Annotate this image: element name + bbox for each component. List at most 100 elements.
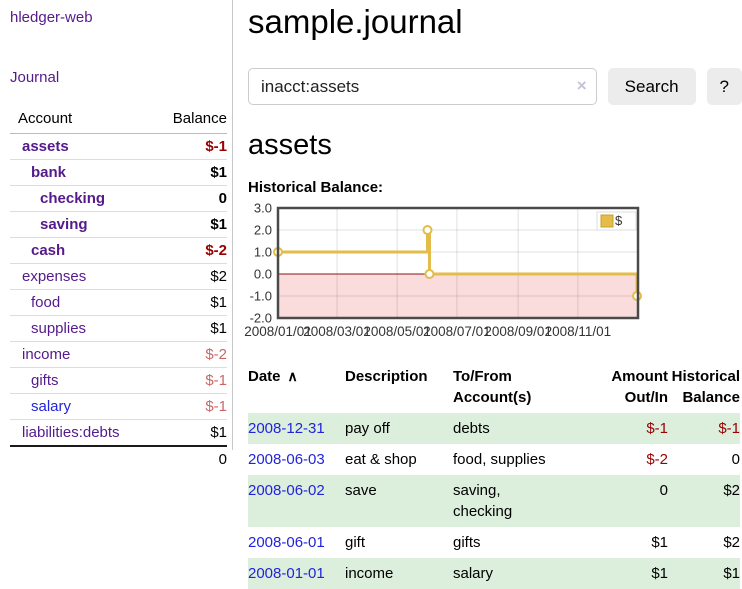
transaction-date-link[interactable]: 2008-06-02 bbox=[248, 482, 325, 499]
balance-column-header: Balance bbox=[155, 107, 227, 134]
transaction-balance: $2 bbox=[723, 534, 740, 551]
account-row: supplies $1 bbox=[10, 315, 227, 342]
transaction-accounts: saving, checking bbox=[453, 482, 513, 520]
account-column-header: Account bbox=[10, 107, 156, 134]
historical-balance-chart: 3.0 2.0 1.0 0.0 -1.0 -2.02008/01/012008/03/01… bbox=[244, 201, 643, 339]
chart-border bbox=[276, 206, 640, 320]
transaction-balance: $1 bbox=[723, 565, 740, 582]
register-rows: 2008-12-31 pay off debts $-1 $-1 2008-06… bbox=[248, 413, 740, 589]
account-tree-header-row: Account Balance bbox=[10, 107, 227, 134]
account-row: salary $-1 bbox=[10, 393, 227, 420]
transaction-amount: 0 bbox=[659, 482, 668, 499]
transaction-balance: $2 bbox=[723, 482, 740, 499]
app-title-link[interactable]: hledger-web bbox=[10, 9, 93, 26]
account-balance: $2 bbox=[155, 263, 227, 290]
balance-column-header-register: Historical Balance bbox=[671, 368, 740, 406]
account-link[interactable]: checking bbox=[40, 190, 106, 207]
account-row: checking 0 bbox=[10, 185, 227, 212]
total-balance: 0 bbox=[155, 445, 227, 472]
account-row: expenses $2 bbox=[10, 263, 227, 290]
search-box: × bbox=[248, 68, 597, 105]
svg-text:-1.0: -1.0 bbox=[250, 289, 272, 304]
transaction-description: income bbox=[345, 565, 394, 582]
date-column-header[interactable]: Date ∧ bbox=[248, 368, 298, 385]
account-balance: $1 bbox=[210, 424, 227, 441]
account-row: assets $-1 bbox=[10, 133, 227, 160]
sidebar-item-journal[interactable]: Journal bbox=[10, 69, 60, 86]
account-row: gifts $-1 bbox=[10, 367, 227, 394]
transaction-row[interactable]: 2008-01-01 income salary $1 $1 bbox=[248, 558, 740, 589]
account-balance: $-1 bbox=[155, 367, 227, 394]
svg-text:2008/01/01: 2008/01/01 bbox=[244, 324, 312, 339]
account-balance: $-1 bbox=[155, 393, 227, 420]
accounts-column-header: To/From Account(s) bbox=[453, 368, 532, 406]
account-balance: $1 bbox=[155, 289, 227, 316]
account-heading: assets bbox=[248, 129, 332, 161]
transaction-description: pay off bbox=[345, 420, 390, 437]
account-row: food $1 bbox=[10, 289, 227, 316]
account-row: saving $1 bbox=[10, 211, 227, 238]
account-balance: $1 bbox=[155, 159, 227, 186]
account-link[interactable]: assets bbox=[22, 138, 69, 155]
account-link[interactable]: expenses bbox=[22, 268, 87, 285]
transaction-row[interactable]: 2008-06-03 eat & shop food, supplies $-2… bbox=[248, 444, 740, 475]
svg-text:2.0: 2.0 bbox=[254, 223, 272, 238]
data-point-marker bbox=[424, 269, 435, 279]
account-link[interactable]: salary bbox=[31, 398, 72, 415]
sort-ascending-icon: ∧ bbox=[287, 368, 298, 384]
transaction-amount: $1 bbox=[651, 534, 668, 551]
transaction-date-link[interactable]: 2008-06-01 bbox=[248, 534, 325, 551]
register-table: Date ∧ Description To/From Account(s) Amo… bbox=[248, 362, 740, 589]
data-point-marker bbox=[422, 225, 433, 235]
register-header-row: Date ∧ Description To/From Account(s) Amo… bbox=[248, 362, 740, 413]
clear-search-icon[interactable]: × bbox=[576, 76, 587, 95]
svg-text:3.0: 3.0 bbox=[254, 201, 272, 216]
account-link[interactable]: bank bbox=[31, 164, 67, 181]
search-input[interactable] bbox=[248, 68, 597, 105]
account-link[interactable]: gifts bbox=[31, 372, 59, 389]
svg-text:0.0: 0.0 bbox=[254, 267, 272, 282]
account-balance: $-1 bbox=[155, 133, 227, 160]
transaction-accounts: gifts bbox=[453, 534, 481, 551]
transaction-amount: $-2 bbox=[646, 451, 668, 468]
transaction-accounts: debts bbox=[453, 420, 490, 437]
svg-text:2008/03/01: 2008/03/01 bbox=[303, 324, 371, 339]
transaction-row[interactable]: 2008-06-02 save saving, checking 0 $2 bbox=[248, 475, 740, 527]
transaction-amount: $-1 bbox=[646, 420, 668, 437]
account-row: cash $-2 bbox=[10, 237, 227, 264]
transaction-row[interactable]: 2008-12-31 pay off debts $-1 $-1 bbox=[248, 413, 740, 444]
transaction-date-link[interactable]: 2008-06-03 bbox=[248, 451, 325, 468]
svg-text:-2.0: -2.0 bbox=[250, 311, 272, 326]
svg-text:1.0: 1.0 bbox=[254, 245, 272, 260]
transaction-date-link[interactable]: 2008-12-31 bbox=[248, 420, 325, 437]
account-link[interactable]: cash bbox=[31, 242, 66, 259]
help-button[interactable]: ? bbox=[706, 68, 742, 105]
transaction-description: eat & shop bbox=[345, 451, 417, 468]
svg-text:2008/07/01: 2008/07/01 bbox=[423, 324, 491, 339]
transaction-date-link[interactable]: 2008-01-01 bbox=[248, 565, 325, 582]
transaction-balance: 0 bbox=[731, 451, 740, 468]
account-link[interactable]: food bbox=[31, 294, 61, 311]
transaction-row[interactable]: 2008-06-01 gift gifts $1 $2 bbox=[248, 527, 740, 558]
account-total-row: 0 bbox=[10, 445, 227, 472]
account-link[interactable]: supplies bbox=[31, 320, 87, 337]
account-link[interactable]: income bbox=[22, 346, 71, 363]
account-balance: $-2 bbox=[155, 341, 227, 368]
negative-region bbox=[278, 274, 638, 318]
description-column-header: Description bbox=[345, 368, 428, 385]
search-button[interactable]: Search bbox=[607, 68, 696, 105]
transaction-amount: $1 bbox=[651, 565, 668, 582]
account-rows: assets $-1 bank $1 checking 0 saving $1 … bbox=[10, 133, 227, 447]
sidebar: hledger-web Journal Account Balance asse… bbox=[0, 0, 233, 472]
account-row: bank $1 bbox=[10, 159, 227, 186]
account-balance: 0 bbox=[155, 185, 227, 212]
amount-column-header: Amount Out/In bbox=[611, 368, 668, 406]
page-title: sample.journal bbox=[248, 3, 463, 40]
account-link[interactable]: liabilities:debts bbox=[22, 424, 120, 441]
account-balance: $1 bbox=[155, 211, 227, 238]
account-row: income $-2 bbox=[10, 341, 227, 368]
main-content: sample.journal × Search ? assets Histori… bbox=[244, 0, 742, 589]
account-balance: $1 bbox=[155, 315, 227, 342]
svg-text:2008/09/01: 2008/09/01 bbox=[484, 324, 552, 339]
account-link[interactable]: saving bbox=[40, 216, 88, 233]
